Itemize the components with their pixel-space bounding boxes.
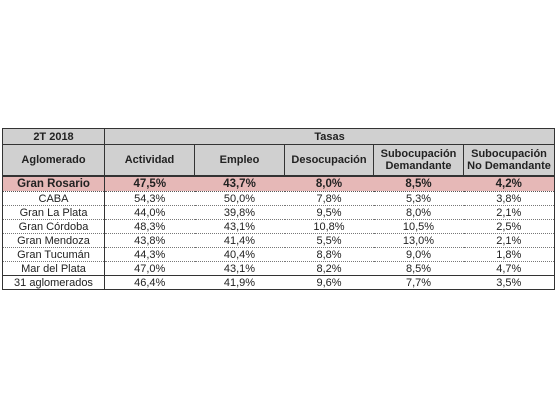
cell-empleo: 40,4% bbox=[194, 247, 285, 262]
table-row: Gran Tucumán 44,3% 40,4% 8,8% 9,0% 1,8% bbox=[2, 247, 555, 262]
row-label: Gran Tucumán bbox=[2, 247, 105, 262]
rates-group-header: Tasas bbox=[103, 128, 555, 145]
cell-actividad: 46,4% bbox=[104, 275, 195, 290]
cell-desocupacion: 9,6% bbox=[284, 275, 374, 290]
table-row: Gran La Plata 44,0% 39,8% 9,5% 8,0% 2,1% bbox=[2, 205, 555, 220]
col-header-subocupacion-no-demandante: Subocupación No Demandante bbox=[462, 144, 555, 177]
table-row: CABA 54,3% 50,0% 7,8% 5,3% 3,8% bbox=[2, 191, 555, 206]
cell-subocupacion-no-demandante: 3,8% bbox=[463, 191, 555, 206]
cell-desocupacion: 5,5% bbox=[284, 233, 374, 248]
cell-subocupacion-demandante: 13,0% bbox=[373, 233, 464, 248]
cell-empleo: 41,9% bbox=[194, 275, 285, 290]
cell-subocupacion-demandante: 8,5% bbox=[373, 261, 464, 276]
cell-desocupacion: 8,2% bbox=[284, 261, 374, 276]
cell-desocupacion: 10,8% bbox=[284, 219, 374, 234]
cell-subocupacion-no-demandante: 2,1% bbox=[463, 205, 555, 220]
col-header-actividad: Actividad bbox=[104, 144, 195, 177]
cell-subocupacion-demandante: 7,7% bbox=[373, 275, 464, 290]
col-header-empleo: Empleo bbox=[194, 144, 285, 177]
cell-actividad: 44,0% bbox=[104, 205, 195, 220]
cell-desocupacion: 8,8% bbox=[284, 247, 374, 262]
cell-empleo: 43,1% bbox=[194, 219, 285, 234]
cell-subocupacion-demandante: 8,0% bbox=[373, 205, 464, 220]
row-label: Mar del Plata bbox=[2, 261, 105, 276]
cell-empleo: 39,8% bbox=[194, 205, 285, 220]
cell-empleo: 43,7% bbox=[194, 175, 285, 192]
header-row-group: 2T 2018 Tasas bbox=[2, 128, 555, 145]
cell-actividad: 54,3% bbox=[104, 191, 195, 206]
cell-desocupacion: 7,8% bbox=[284, 191, 374, 206]
period-header: 2T 2018 bbox=[2, 128, 105, 145]
cell-subocupacion-demandante: 10,5% bbox=[373, 219, 464, 234]
table-row: Mar del Plata 47,0% 43,1% 8,2% 8,5% 4,7% bbox=[2, 261, 555, 276]
cell-actividad: 47,0% bbox=[104, 261, 195, 276]
cell-empleo: 41,4% bbox=[194, 233, 285, 248]
row-label: CABA bbox=[2, 191, 105, 206]
cell-subocupacion-no-demandante: 3,5% bbox=[463, 275, 555, 290]
row-label: 31 aglomerados bbox=[2, 275, 105, 290]
cell-desocupacion: 8,0% bbox=[284, 175, 374, 192]
col-header-desocupacion: Desocupación bbox=[284, 144, 374, 177]
cell-desocupacion: 9,5% bbox=[284, 205, 374, 220]
cell-actividad: 43,8% bbox=[104, 233, 195, 248]
row-label: Gran Córdoba bbox=[2, 219, 105, 234]
cell-empleo: 50,0% bbox=[194, 191, 285, 206]
cell-actividad: 47,5% bbox=[104, 175, 195, 192]
cell-actividad: 44,3% bbox=[104, 247, 195, 262]
table-row-total: 31 aglomerados 46,4% 41,9% 9,6% 7,7% 3,5… bbox=[2, 275, 555, 290]
cell-subocupacion-demandante: 8,5% bbox=[373, 175, 464, 192]
cell-subocupacion-no-demandante: 4,7% bbox=[463, 261, 555, 276]
col-header-subocupacion-demandante: Subocupación Demandante bbox=[373, 144, 464, 177]
col-header-aglomerado: Aglomerado bbox=[2, 144, 105, 177]
row-label: Gran Mendoza bbox=[2, 233, 105, 248]
cell-subocupacion-no-demandante: 2,5% bbox=[463, 219, 555, 234]
row-label: Gran Rosario bbox=[2, 175, 105, 192]
table-row-highlight: Gran Rosario 47,5% 43,7% 8,0% 8,5% 4,2% bbox=[2, 175, 555, 192]
header-row-columns: Aglomerado Actividad Empleo Desocupación… bbox=[2, 144, 555, 177]
table-row: Gran Mendoza 43,8% 41,4% 5,5% 13,0% 2,1% bbox=[2, 233, 555, 248]
cell-actividad: 48,3% bbox=[104, 219, 195, 234]
cell-subocupacion-no-demandante: 2,1% bbox=[463, 233, 555, 248]
cell-subocupacion-no-demandante: 1,8% bbox=[463, 247, 555, 262]
row-label: Gran La Plata bbox=[2, 205, 105, 220]
cell-empleo: 43,1% bbox=[194, 261, 285, 276]
cell-subocupacion-no-demandante: 4,2% bbox=[463, 175, 555, 192]
cell-subocupacion-demandante: 5,3% bbox=[373, 191, 464, 206]
table-row: Gran Córdoba 48,3% 43,1% 10,8% 10,5% 2,5… bbox=[2, 219, 555, 234]
cell-subocupacion-demandante: 9,0% bbox=[373, 247, 464, 262]
rates-table: 2T 2018 Tasas Aglomerado Actividad Emple… bbox=[2, 128, 555, 290]
